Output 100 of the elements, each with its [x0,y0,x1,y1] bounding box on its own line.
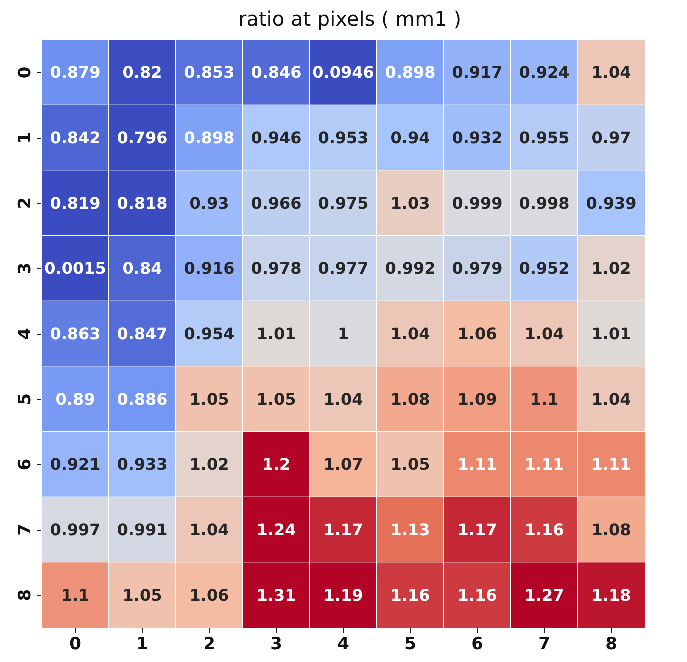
data-label: 1.05 [122,586,162,605]
data-label: 1.02 [592,259,632,278]
y-tick-label: 6 [16,458,36,471]
data-label: 0.847 [117,324,168,344]
data-label: 1.27 [524,586,564,605]
data-label: 1.04 [390,324,430,344]
y-tick-label: 4 [16,328,36,340]
data-label: 1.17 [324,520,364,540]
data-label: 1.04 [190,520,230,540]
data-label: 0.916 [184,259,235,278]
data-label: 1.01 [592,324,632,344]
data-label: 0.946 [251,128,302,148]
data-label: 0.94 [390,128,430,148]
data-label: 1.11 [592,455,632,474]
data-label: 0.853 [184,63,235,82]
x-tick-label: 7 [538,634,550,654]
x-tick-label: 4 [338,634,350,654]
data-label: 0.0946 [312,63,374,82]
data-label: 0.879 [50,63,101,82]
data-label: 0.819 [50,194,101,213]
data-label: 0.886 [117,390,168,409]
data-label: 0.0015 [44,259,106,278]
data-label: 0.997 [50,520,101,540]
data-label: 0.917 [452,63,503,82]
data-label: 1.06 [458,324,498,344]
y-tick-label: 2 [16,197,36,210]
data-label: 0.954 [184,324,235,344]
data-label: 1.31 [256,586,296,605]
data-label: 0.82 [122,63,162,82]
data-label: 0.966 [251,194,302,213]
data-label: 1.1 [530,390,559,409]
data-label: 0.863 [50,324,101,344]
data-label: 0.979 [452,259,503,278]
data-label: 1.18 [592,586,632,605]
data-label: 0.846 [251,63,302,82]
chart-title: ratio at pixels ( mm1 ) [238,7,462,31]
x-tick-label: 1 [136,634,148,654]
data-label: 0.921 [50,455,101,474]
y-tick-label: 7 [16,524,36,536]
data-label: 0.977 [318,259,369,278]
data-label: 1.24 [256,520,296,540]
x-tick-label: 8 [606,634,618,654]
data-label: 0.991 [117,520,168,540]
x-tick-label: 2 [204,634,216,654]
data-label: 1.02 [190,455,230,474]
data-label: 1.04 [592,390,632,409]
data-label: 1.08 [390,390,430,409]
data-label: 1.01 [256,324,296,344]
data-label: 1.11 [458,455,498,474]
data-label: 0.955 [519,128,570,148]
data-label: 1.17 [458,520,498,540]
data-label: 0.932 [452,128,503,148]
data-label: 1.11 [524,455,564,474]
data-label: 0.952 [519,259,570,278]
data-label: 1.2 [262,455,291,474]
data-label: 0.898 [184,128,235,148]
data-label: 0.992 [385,259,436,278]
data-label: 0.97 [592,128,632,148]
data-label: 0.999 [452,194,503,213]
x-tick-label: 5 [404,634,416,654]
data-label: 1.05 [190,390,230,409]
data-label: 1.06 [190,586,230,605]
data-label: 1.04 [324,390,364,409]
data-label: 1.04 [592,63,632,82]
data-label: 0.818 [117,194,168,213]
data-label: 1.03 [390,194,430,213]
x-tick-label: 3 [270,634,282,654]
y-tick-label: 5 [16,393,36,406]
data-label: 0.953 [318,128,369,148]
data-label: 1.16 [390,586,430,605]
y-tick-label: 0 [16,66,36,79]
data-label: 0.933 [117,455,168,474]
data-label: 1.04 [524,324,564,344]
data-label: 1.07 [324,455,364,474]
data-label: 0.978 [251,259,302,278]
data-label: 0.998 [519,194,570,213]
data-label: 0.898 [385,63,436,82]
data-label: 0.842 [50,128,101,148]
data-label: 1.13 [390,520,430,540]
data-label: 0.939 [586,194,637,213]
data-label: 1.05 [390,455,430,474]
data-label: 1.09 [458,390,498,409]
data-label: 0.89 [56,390,96,409]
data-label: 0.975 [318,194,369,213]
data-label: 0.93 [190,194,230,213]
data-label: 1.05 [256,390,296,409]
data-label: 1.16 [458,586,498,605]
data-label: 1 [338,324,350,344]
y-tick-label: 3 [16,262,36,275]
data-label: 0.796 [117,128,168,148]
y-tick-label: 8 [16,589,36,602]
data-label: 1.19 [324,586,364,605]
data-label: 1.08 [592,520,632,540]
data-label: 0.924 [519,63,570,82]
y-tick-label: 1 [16,132,36,144]
data-label: 1.16 [524,520,564,540]
data-label: 0.84 [122,259,162,278]
x-tick-label: 6 [472,634,484,654]
data-label: 1.1 [61,586,90,605]
x-tick-label: 0 [70,634,82,654]
